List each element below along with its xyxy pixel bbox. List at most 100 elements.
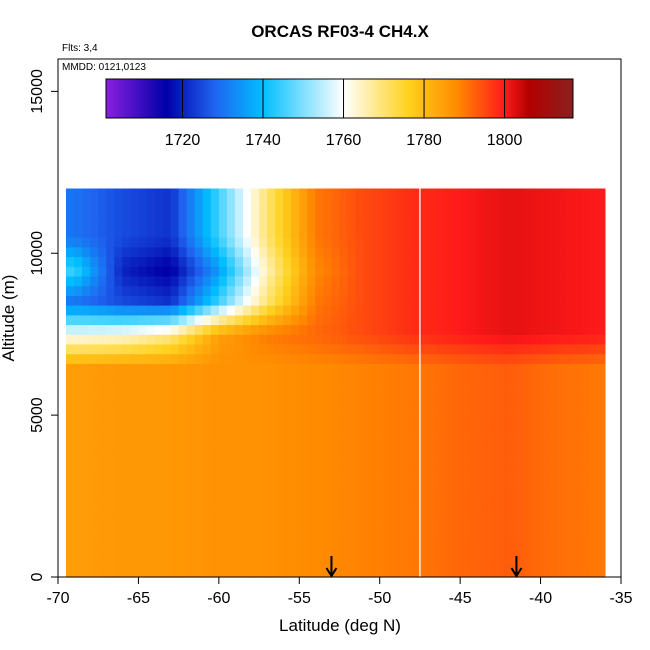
curtain-cell bbox=[307, 324, 316, 335]
curtain-cell bbox=[218, 479, 228, 491]
curtain-cell bbox=[226, 217, 236, 228]
curtain-cell bbox=[387, 470, 397, 481]
curtain-cell bbox=[452, 411, 461, 423]
curtain-cell bbox=[234, 411, 244, 423]
curtain-cell bbox=[234, 538, 244, 549]
curtain-cell bbox=[210, 441, 220, 452]
curtain-cell bbox=[218, 256, 228, 267]
curtain-cell bbox=[170, 567, 180, 578]
curtain-cell bbox=[154, 314, 164, 326]
curtain-cell bbox=[411, 188, 421, 199]
down-arrow-icon bbox=[325, 556, 338, 578]
curtain-cell bbox=[186, 343, 196, 355]
curtain-cell bbox=[98, 392, 107, 403]
curtain-cell bbox=[524, 305, 534, 316]
curtain-cell bbox=[259, 373, 268, 384]
curtain-cell bbox=[74, 324, 83, 335]
curtain-cell bbox=[339, 567, 349, 578]
curtain-cell bbox=[331, 324, 341, 335]
curtain-cell bbox=[98, 547, 107, 559]
curtain-cell bbox=[82, 227, 91, 238]
curtain-cell bbox=[299, 266, 308, 277]
curtain-cell bbox=[74, 479, 83, 491]
curtain-cell bbox=[444, 295, 453, 306]
curtain-cell bbox=[98, 198, 107, 209]
curtain-cell bbox=[411, 285, 421, 296]
curtain-cell bbox=[210, 382, 220, 394]
curtain-cell bbox=[403, 567, 413, 578]
curtain-cell bbox=[130, 237, 139, 248]
curtain-cell bbox=[331, 266, 341, 277]
curtain-cell bbox=[347, 285, 357, 296]
curtain-cell bbox=[516, 227, 525, 238]
curtain-cell bbox=[130, 509, 139, 520]
curtain-cell bbox=[444, 237, 453, 248]
curtain-cell bbox=[492, 246, 501, 258]
curtain-cell bbox=[476, 402, 485, 413]
curtain-cell bbox=[580, 567, 590, 578]
curtain-cell bbox=[66, 246, 75, 258]
curtain-cell bbox=[484, 198, 493, 209]
curtain-cell bbox=[411, 334, 421, 345]
curtain-cell bbox=[146, 557, 156, 568]
curtain-cell bbox=[234, 217, 244, 228]
curtain-cell bbox=[540, 246, 550, 258]
curtain-cell bbox=[122, 188, 131, 199]
curtain-cell bbox=[218, 441, 228, 452]
curtain-cell bbox=[452, 518, 461, 529]
curtain-cell bbox=[146, 567, 156, 578]
curtain-cell bbox=[371, 188, 381, 199]
curtain-cell bbox=[331, 538, 341, 549]
curtain-cell bbox=[532, 499, 542, 510]
curtain-cell bbox=[331, 470, 341, 481]
curtain-cell bbox=[275, 460, 284, 471]
curtain-cell bbox=[154, 285, 164, 296]
curtain-cell bbox=[524, 402, 534, 413]
curtain-cell bbox=[210, 450, 220, 461]
curtain-cell bbox=[588, 567, 598, 578]
curtain-cell bbox=[210, 567, 220, 578]
curtain-cell bbox=[170, 411, 180, 423]
curtain-cell bbox=[339, 275, 349, 287]
curtain-cell bbox=[202, 207, 212, 219]
curtain-cell bbox=[146, 305, 156, 316]
curtain-cell bbox=[178, 363, 188, 374]
curtain-cell bbox=[564, 334, 574, 345]
curtain-cell bbox=[194, 305, 204, 316]
curtain-cell bbox=[331, 295, 341, 306]
curtain-cell bbox=[355, 353, 365, 364]
curtain-cell bbox=[315, 217, 324, 228]
curtain-cell bbox=[444, 567, 453, 578]
curtain-cell bbox=[500, 431, 509, 442]
curtain-cell bbox=[122, 373, 131, 384]
curtain-cell bbox=[186, 450, 196, 461]
curtain-cell bbox=[444, 460, 453, 471]
curtain-cell bbox=[419, 538, 429, 549]
curtain-cell bbox=[516, 314, 525, 326]
curtain-cell bbox=[170, 538, 180, 549]
curtain-cell bbox=[347, 528, 357, 539]
curtain-cell bbox=[588, 499, 598, 510]
curtain-cell bbox=[331, 421, 341, 432]
curtain-cell bbox=[98, 450, 107, 461]
curtain-cell bbox=[339, 499, 349, 510]
curtain-cell bbox=[226, 188, 236, 199]
curtain-cell bbox=[98, 227, 107, 238]
curtain-cell bbox=[66, 518, 75, 529]
curtain-cell bbox=[387, 246, 397, 258]
curtain-cell bbox=[387, 509, 397, 520]
curtain-cell bbox=[243, 557, 252, 568]
curtain-cell bbox=[395, 421, 405, 432]
curtain-cell bbox=[508, 479, 517, 491]
curtain-cell bbox=[492, 402, 501, 413]
curtain-cell bbox=[154, 460, 164, 471]
curtain-cell bbox=[267, 441, 276, 452]
curtain-cell bbox=[580, 305, 590, 316]
curtain-cell bbox=[307, 295, 316, 306]
curtain-cell bbox=[411, 324, 421, 335]
curtain-cell bbox=[315, 402, 324, 413]
curtain-cell bbox=[307, 305, 316, 316]
curtain-cell bbox=[162, 305, 172, 316]
curtain-cell bbox=[162, 441, 172, 452]
curtain-cell bbox=[154, 382, 164, 394]
